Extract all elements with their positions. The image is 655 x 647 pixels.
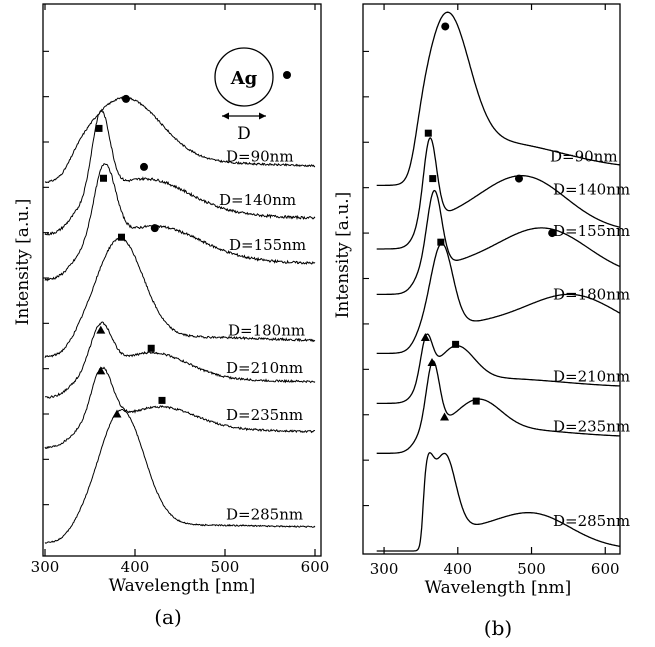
marker-circle-a-0-0 bbox=[122, 94, 130, 103]
panel-a: 300 400 500 600 D=90nm D=140nm D=155nm D=180nm… bbox=[13, 3, 330, 629]
y-axis-label-a: Intensity [a.u.] bbox=[13, 199, 33, 326]
series-label-a-5: D=235nm bbox=[226, 406, 303, 424]
series-line-b-1 bbox=[376, 137, 621, 250]
series-label-a-4: D=210nm bbox=[226, 359, 303, 377]
ag-label: Ag bbox=[230, 68, 258, 89]
series-line-b-0 bbox=[376, 11, 621, 187]
marker-triangle-b-6-0 bbox=[440, 412, 450, 421]
marker-square-b-5-1 bbox=[472, 397, 480, 405]
series-line-b-6 bbox=[376, 451, 621, 552]
marker-triangle-a-4-0 bbox=[96, 325, 106, 334]
marker-square-a-2-0 bbox=[100, 174, 107, 182]
marker-circle-b-2-1 bbox=[548, 229, 557, 238]
x-tick-label-b-400: 400 bbox=[443, 560, 472, 578]
marker-square-b-1-0 bbox=[424, 129, 432, 137]
x-tick-label-b-300: 300 bbox=[370, 560, 399, 578]
series-line-a-4 bbox=[44, 321, 316, 399]
curves-b bbox=[376, 11, 621, 552]
series-line-a-6 bbox=[44, 409, 316, 544]
x-tick-label-a-500: 500 bbox=[211, 558, 240, 576]
marker-triangle-a-6-0 bbox=[112, 409, 122, 418]
marker-circle-b-1-1 bbox=[514, 174, 523, 183]
series-label-b-4: D=210nm bbox=[553, 368, 630, 386]
panel-label-b: (b) bbox=[484, 616, 512, 640]
x-tick-label-b-600: 600 bbox=[591, 560, 620, 578]
plot-frame-a bbox=[42, 3, 322, 557]
ticks-b: 300 400 500 600 bbox=[363, 4, 620, 578]
series-line-a-1 bbox=[44, 110, 316, 236]
series-label-b-0: D=90nm bbox=[550, 147, 618, 165]
marker-square-b-4-1 bbox=[452, 340, 460, 348]
marker-triangle-a-5-0 bbox=[96, 366, 106, 375]
ag-particle bbox=[214, 47, 274, 107]
series-line-a-3 bbox=[44, 235, 316, 358]
series-line-b-5 bbox=[376, 360, 620, 454]
marker-circle-a-1-1 bbox=[140, 162, 148, 171]
series-line-b-3 bbox=[376, 242, 621, 355]
x-tick-label-b-500: 500 bbox=[517, 560, 546, 578]
marker-triangle-b-5-0 bbox=[427, 358, 437, 367]
y-axis-label-b: Intensity [a.u.] bbox=[333, 192, 353, 319]
marker-square-a-5-1 bbox=[158, 396, 166, 404]
series-labels-a: D=90nm D=140nm D=155nm D=180nm D=210nm D=235n… bbox=[219, 148, 306, 524]
panel-b: 300 400 500 600 D=90nm D=140nm D=155nm D=180nm… bbox=[333, 3, 630, 640]
marker-square-a-1-0 bbox=[95, 124, 103, 132]
series-label-a-1: D=140nm bbox=[219, 191, 296, 209]
ticks-a: 300 400 500 600 bbox=[31, 4, 330, 576]
marker-square-a-3-0 bbox=[118, 233, 125, 241]
series-line-a-0 bbox=[44, 95, 316, 184]
series-label-a-3: D=180nm bbox=[228, 321, 305, 339]
arrow-head-right bbox=[259, 112, 266, 120]
series-label-a-6: D=285nm bbox=[226, 505, 303, 523]
marker-triangle-b-4-0 bbox=[420, 333, 430, 342]
series-label-b-2: D=155nm bbox=[553, 222, 630, 240]
series-label-b-6: D=285nm bbox=[553, 512, 630, 530]
series-line-a-2 bbox=[44, 163, 316, 282]
diameter-label: D bbox=[237, 124, 251, 144]
x-axis-label-a: Wavelength [nm] bbox=[109, 576, 256, 596]
x-tick-label-a-600: 600 bbox=[301, 558, 330, 576]
x-tick-label-a-300: 300 bbox=[31, 558, 60, 576]
series-line-b-2 bbox=[376, 189, 621, 296]
series-label-b-1: D=140nm bbox=[553, 181, 630, 199]
panel-label-a: (a) bbox=[154, 605, 182, 629]
series-label-a-2: D=155nm bbox=[229, 236, 306, 254]
series-labels-b: D=90nm D=140nm D=155nm D=180nm D=210nm D=235n… bbox=[550, 147, 630, 529]
marker-square-a-4-1 bbox=[147, 344, 155, 352]
plot-frame-b bbox=[362, 3, 621, 555]
series-label-b-3: D=180nm bbox=[553, 286, 630, 304]
series-label-a-0: D=90nm bbox=[226, 148, 294, 166]
x-tick-label-a-400: 400 bbox=[121, 558, 150, 576]
x-axis-label-b: Wavelength [nm] bbox=[425, 578, 572, 598]
markers-a bbox=[95, 94, 166, 418]
marker-circle-a-2-1 bbox=[150, 224, 159, 233]
marker-square-b-3-0 bbox=[437, 238, 445, 246]
series-line-a-5 bbox=[44, 366, 316, 450]
series-line-b-4 bbox=[376, 333, 621, 405]
markers-b bbox=[420, 22, 557, 421]
marker-square-b-2-0 bbox=[429, 175, 437, 183]
inset-diagram: Ag D bbox=[214, 47, 291, 144]
arrow-head-left bbox=[222, 112, 229, 120]
series-label-b-5: D=235nm bbox=[553, 417, 630, 435]
marker-circle-b-0-0 bbox=[441, 22, 450, 31]
inset-circle-marker bbox=[283, 71, 291, 79]
curves-a bbox=[44, 95, 316, 544]
